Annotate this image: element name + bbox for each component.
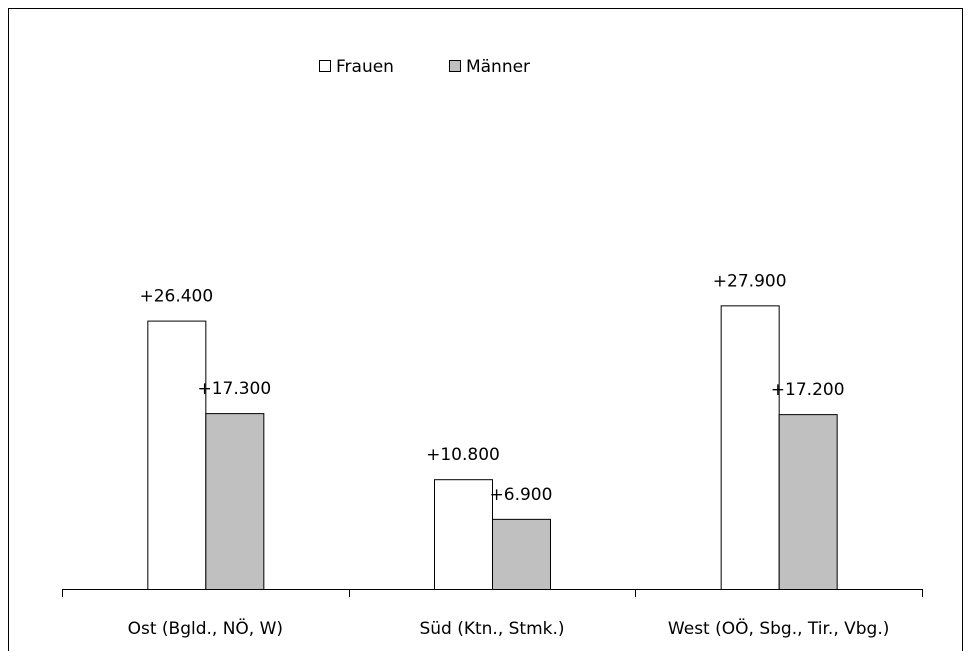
value-label: +17.200: [771, 380, 845, 400]
value-label: +6.900: [490, 485, 553, 505]
value-label: +26.400: [139, 287, 213, 307]
value-label: +10.800: [426, 445, 500, 465]
chart-frame: [8, 8, 963, 651]
legend-swatch: [319, 60, 331, 72]
value-label: +27.900: [713, 271, 787, 291]
bar: [434, 479, 493, 591]
bar: [720, 305, 780, 590]
value-label: +17.300: [197, 379, 271, 399]
legend-label: Männer: [466, 57, 530, 77]
x-tick-label: Ost (Bgld., NÖ, W): [128, 617, 283, 639]
bar: [492, 518, 551, 590]
bar: [147, 320, 207, 590]
bar: [778, 414, 838, 590]
x-tick-label: Süd (Ktn., Stmk.): [419, 619, 564, 639]
x-tick-label: West (OÖ, Sbg., Tir., Vbg.): [668, 617, 889, 639]
legend-swatch: [448, 60, 461, 72]
bar: [205, 413, 265, 590]
legend-label: Frauen: [336, 57, 394, 77]
